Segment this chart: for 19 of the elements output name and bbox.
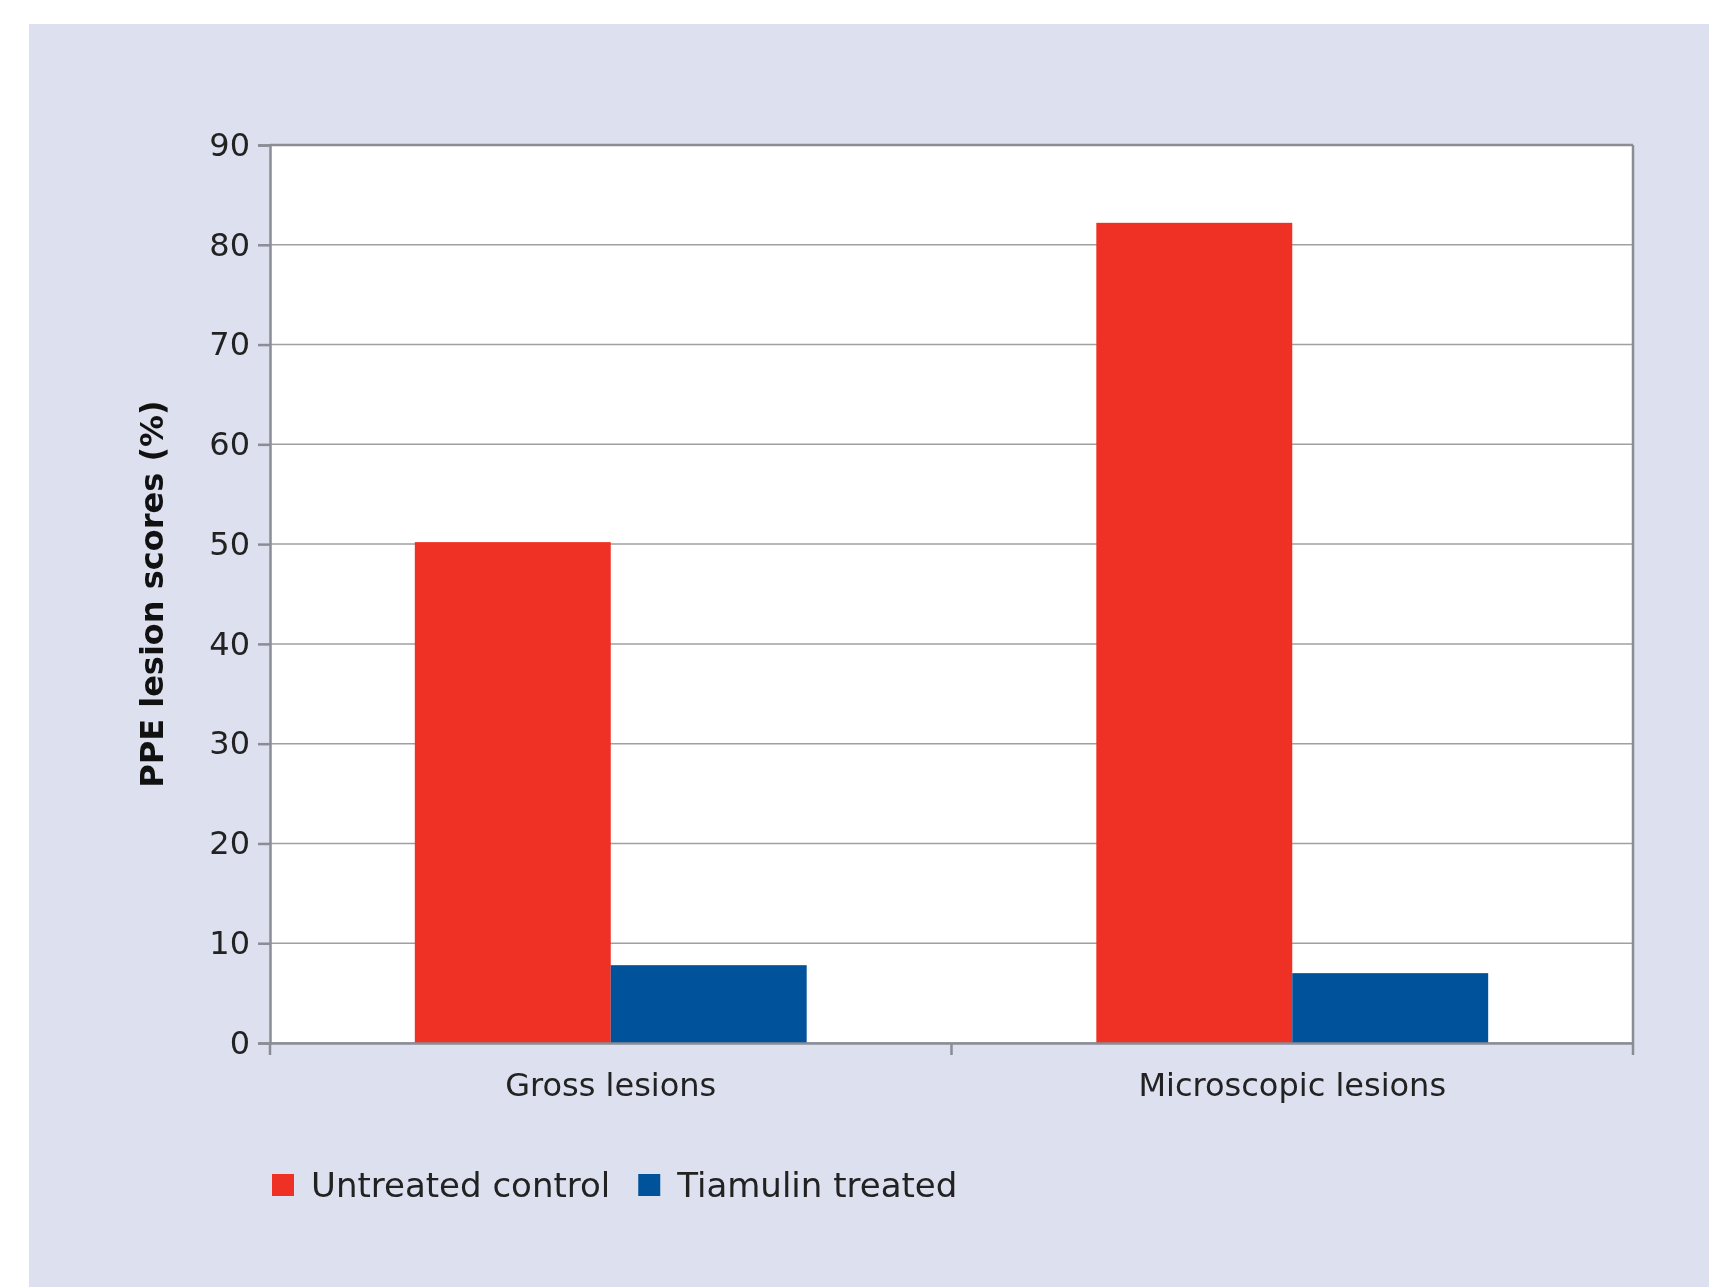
bar [1292, 973, 1489, 1043]
y-tick-label: 50 [209, 524, 250, 563]
x-tick-label: Microscopic lesions [1138, 1065, 1447, 1104]
y-axis-title: PPE lesion scores (%) [133, 400, 171, 788]
bar [1096, 222, 1293, 1043]
bar [414, 542, 611, 1043]
y-tick-label: 0 [229, 1023, 250, 1062]
x-tick-label: Gross lesions [505, 1065, 717, 1104]
legend-label: Tiamulin treated [676, 1165, 958, 1205]
y-tick-label: 90 [209, 125, 250, 164]
y-tick-label: 40 [209, 624, 250, 663]
y-tick-label: 30 [209, 724, 250, 763]
y-tick-label: 20 [209, 824, 250, 863]
bar [610, 965, 807, 1043]
y-tick-label: 70 [209, 325, 250, 364]
legend-label: Untreated control [311, 1165, 611, 1205]
y-tick-label: 10 [209, 923, 250, 962]
y-tick-label: 80 [209, 225, 250, 264]
y-tick-label: 60 [209, 425, 250, 464]
